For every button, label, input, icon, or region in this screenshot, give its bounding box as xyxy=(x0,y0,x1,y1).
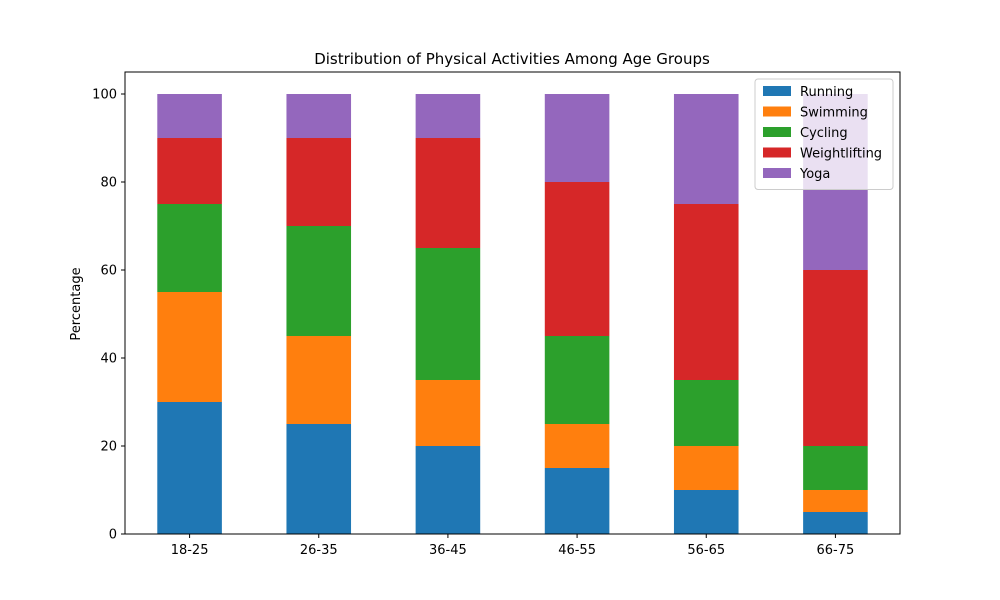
legend-swatch-swimming xyxy=(763,106,791,117)
x-tick-label: 18-25 xyxy=(171,543,209,558)
bar-swimming-36-45 xyxy=(415,380,481,446)
bar-swimming-66-75 xyxy=(803,490,868,512)
y-tick-label: 20 xyxy=(100,440,117,455)
bar-running-26-35 xyxy=(286,424,352,534)
bar-swimming-26-35 xyxy=(286,336,352,424)
bar-weightlifting-66-75 xyxy=(803,270,868,446)
legend-label-cycling: Cycling xyxy=(800,126,848,141)
bar-weightlifting-18-25 xyxy=(157,138,222,204)
bar-cycling-66-75 xyxy=(803,446,868,490)
legend-swatch-weightlifting xyxy=(763,147,791,158)
y-tick-label: 100 xyxy=(92,88,117,103)
bar-running-46-55 xyxy=(544,468,610,534)
bar-weightlifting-26-35 xyxy=(286,138,352,226)
bar-cycling-18-25 xyxy=(157,204,222,292)
x-tick-label: 66-75 xyxy=(817,543,855,558)
bar-swimming-18-25 xyxy=(157,292,222,402)
legend-swatch-cycling xyxy=(763,127,791,137)
bar-yoga-56-65 xyxy=(673,94,739,204)
bar-cycling-36-45 xyxy=(415,248,481,380)
bar-cycling-26-35 xyxy=(286,226,352,336)
bar-cycling-46-55 xyxy=(544,336,610,424)
y-tick-label: 80 xyxy=(100,176,117,191)
legend-label-yoga: Yoga xyxy=(799,167,830,182)
x-tick-label: 56-65 xyxy=(687,543,725,558)
legend-swatch-running xyxy=(763,86,791,96)
bar-running-18-25 xyxy=(157,402,222,534)
y-tick-label: 60 xyxy=(100,264,117,279)
bar-weightlifting-56-65 xyxy=(673,204,739,380)
x-tick-label: 26-35 xyxy=(300,543,338,558)
y-tick-label: 0 xyxy=(109,528,117,543)
bar-running-36-45 xyxy=(415,446,481,534)
bar-yoga-26-35 xyxy=(286,94,352,138)
bars-layer xyxy=(157,94,868,534)
x-tick-label: 46-55 xyxy=(558,543,596,558)
legend-label-running: Running xyxy=(800,85,853,100)
y-tick-label: 40 xyxy=(100,352,117,367)
plot-frame xyxy=(124,71,901,535)
bar-yoga-46-55 xyxy=(544,94,610,182)
legend-swatch-yoga xyxy=(763,168,791,178)
bar-cycling-56-65 xyxy=(673,380,739,446)
bar-yoga-36-45 xyxy=(415,94,481,138)
bar-swimming-56-65 xyxy=(673,446,739,490)
bar-weightlifting-36-45 xyxy=(415,138,481,248)
legend-label-swimming: Swimming xyxy=(800,106,868,121)
bar-weightlifting-46-55 xyxy=(544,182,610,336)
legend-label-weightlifting: Weightlifting xyxy=(800,147,882,162)
bar-running-56-65 xyxy=(673,490,739,534)
y-axis-label: Percentage xyxy=(69,267,84,340)
chart-title: Distribution of Physical Activities Amon… xyxy=(314,50,710,68)
bar-running-66-75 xyxy=(803,512,868,534)
bar-swimming-46-55 xyxy=(544,424,610,468)
bar-yoga-18-25 xyxy=(157,94,222,138)
legend: Running Swimming Cycling Weightlifting Yoga xyxy=(754,78,894,190)
x-tick-label: 36-45 xyxy=(429,543,467,558)
axes-layer: 0 20 40 60 80 100 18-25 26-35 36-45 46-55 56-65 66-… xyxy=(92,71,901,558)
